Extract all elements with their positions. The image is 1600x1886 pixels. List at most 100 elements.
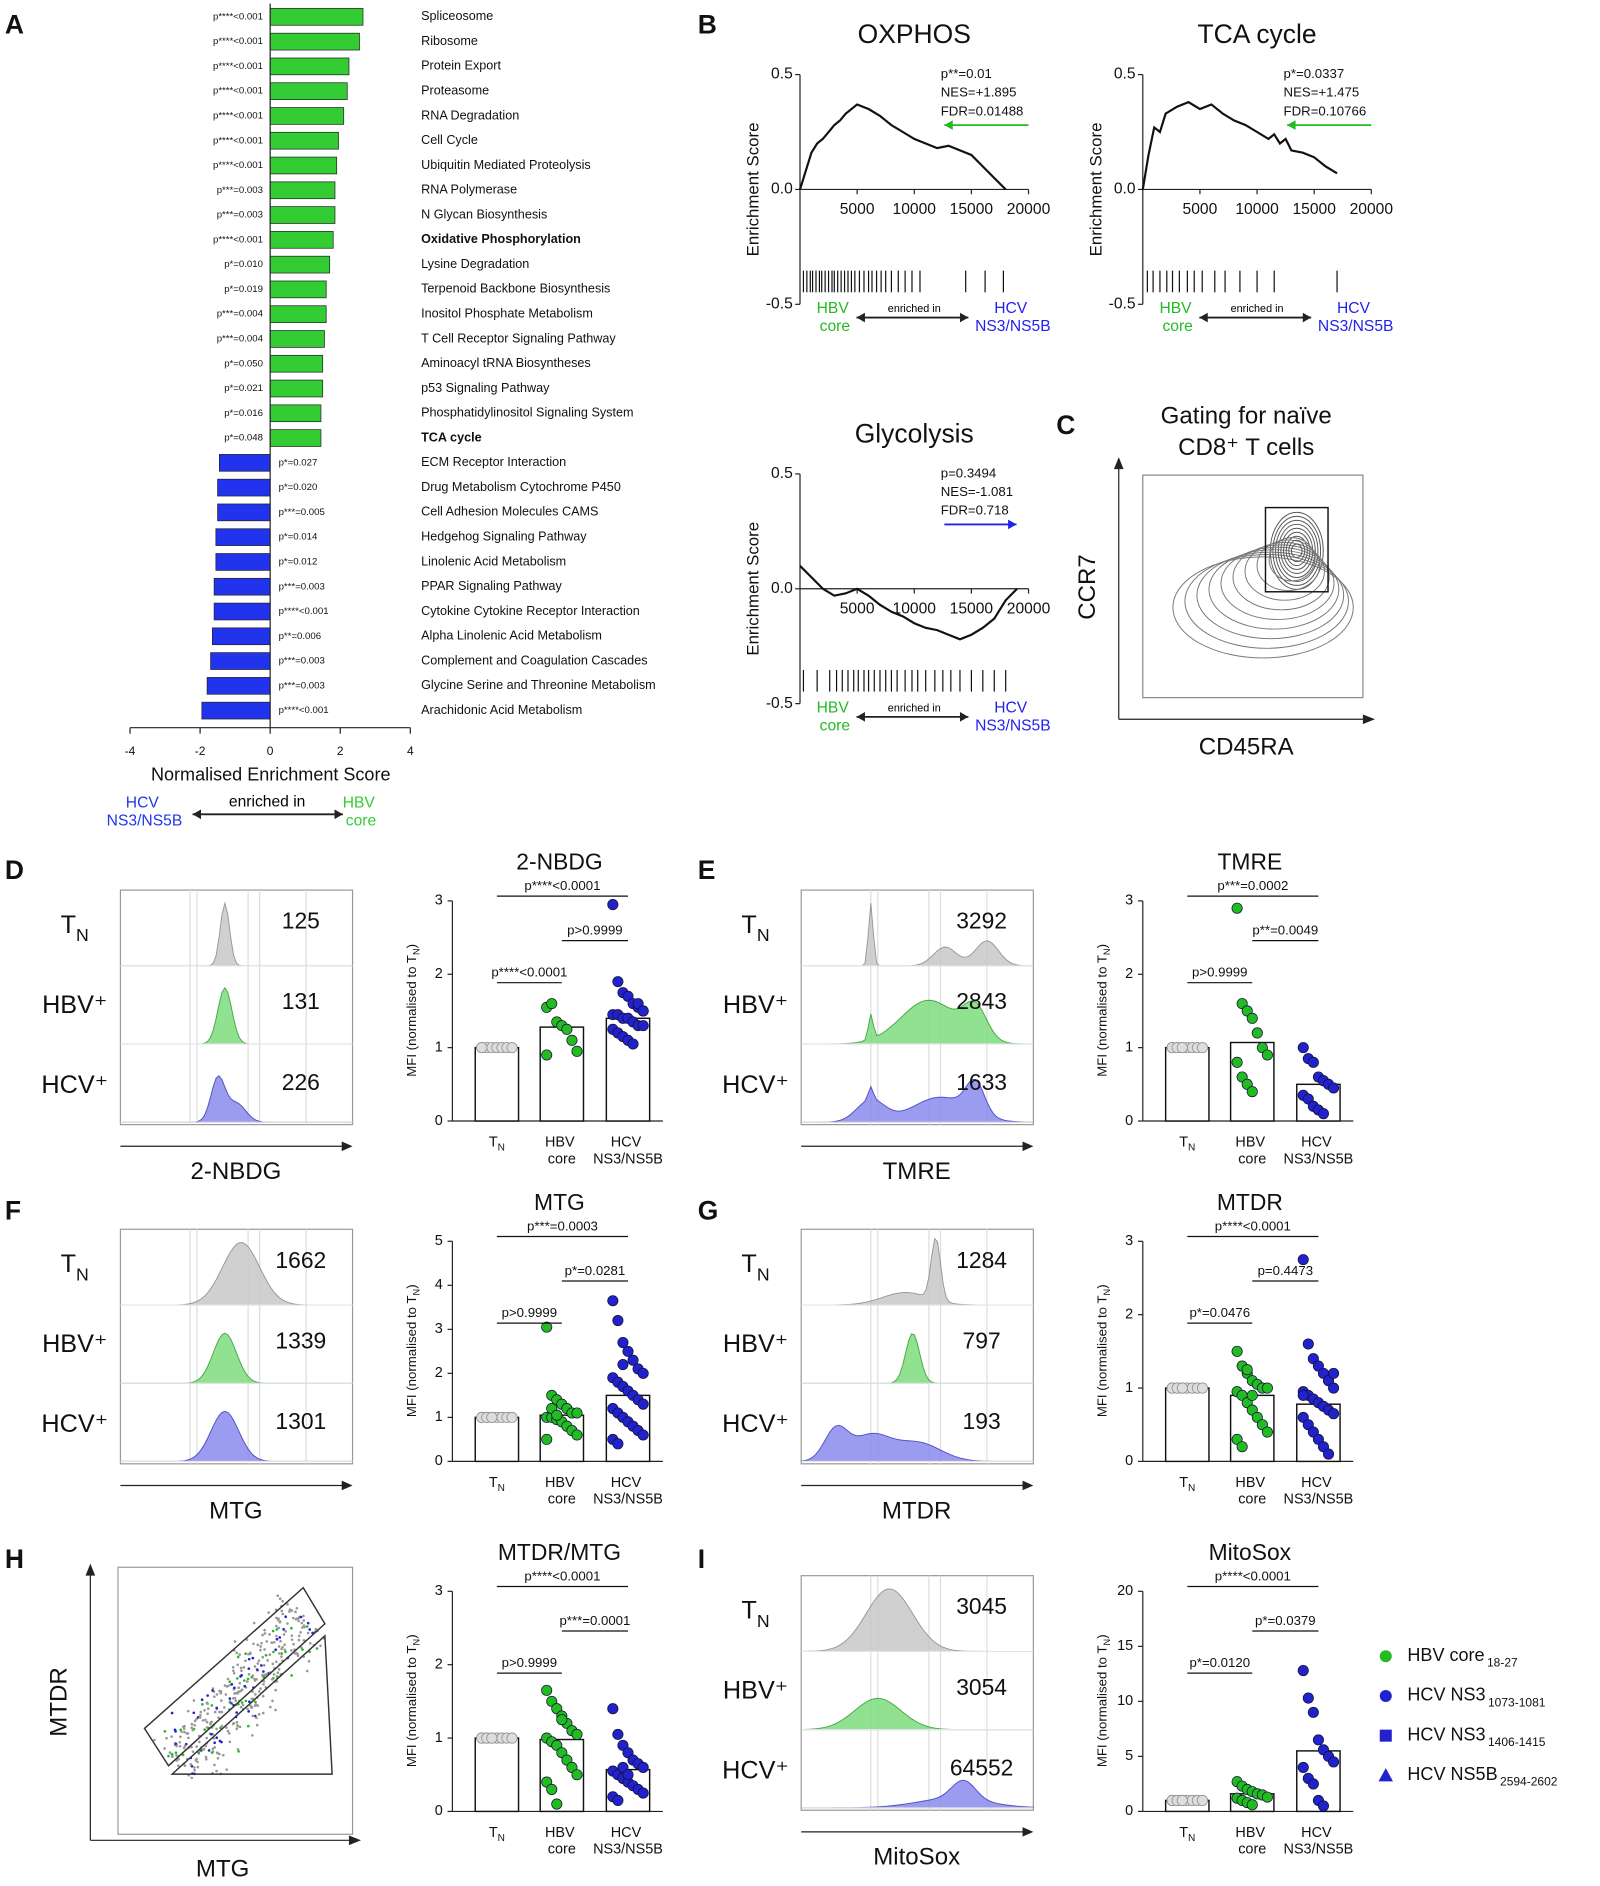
contour [1275, 519, 1319, 582]
arrow-head [856, 712, 865, 722]
mfi-label: 1301 [275, 1408, 326, 1434]
p-label: p***=0.004 [217, 333, 264, 344]
event-dot [245, 1680, 249, 1683]
event-dot [246, 1707, 249, 1711]
x-tick-label: 15000 [950, 600, 994, 617]
event-dot [178, 1740, 182, 1744]
direction-label: HBV core [1159, 300, 1195, 335]
comparison-label: p=0.4473 [1258, 1263, 1314, 1278]
x-tick-label: TN [489, 1475, 505, 1494]
event-dot [277, 1667, 281, 1671]
mfi-label: 3054 [956, 1674, 1007, 1700]
event-dot [236, 1748, 240, 1751]
event-dot [277, 1626, 281, 1630]
event-dot [167, 1754, 170, 1758]
comparison-label: p>0.9999 [502, 1305, 558, 1320]
legend-marker [1379, 1729, 1392, 1742]
event-dot [220, 1740, 223, 1744]
category-label: N Glycan Biosynthesis [421, 207, 547, 221]
event-dot [183, 1730, 186, 1734]
event-dot [220, 1710, 224, 1714]
y-axis-label: MFI (normalised to TN) [404, 1284, 422, 1417]
event-dot [306, 1621, 310, 1625]
x-tick-label: HCV NS3/NS5B [593, 1825, 663, 1858]
event-dot [243, 1684, 247, 1688]
bar [201, 701, 271, 720]
event-dot [201, 1719, 205, 1722]
event-dot [163, 1747, 166, 1750]
event-dot [186, 1732, 190, 1735]
event-dot [215, 1706, 218, 1710]
arrow-head [959, 712, 969, 722]
event-dot [271, 1699, 274, 1703]
mfi-label: 3045 [956, 1593, 1007, 1619]
event-dot [247, 1710, 250, 1713]
event-dot [177, 1764, 180, 1768]
data-point [546, 1783, 558, 1795]
event-dot [170, 1735, 173, 1738]
row-label: HBV⁺ [42, 1330, 107, 1358]
event-dot [230, 1682, 234, 1686]
event-dot [274, 1688, 277, 1692]
event-dot [251, 1734, 254, 1737]
event-dot [179, 1735, 182, 1739]
y-tick-label: 0 [1125, 1453, 1133, 1469]
event-dot [248, 1700, 251, 1704]
stat-label: FDR=0.718 [941, 503, 1009, 518]
bar [269, 8, 364, 26]
bar [206, 677, 271, 695]
event-dot [233, 1640, 237, 1643]
row-label: HBV⁺ [723, 1676, 788, 1704]
event-dot [280, 1655, 283, 1658]
event-dot [274, 1648, 278, 1652]
y-tick-label: -0.5 [766, 695, 793, 712]
x-axis-label: MTDR [882, 1497, 951, 1524]
y-tick-label: 0.5 [771, 465, 793, 482]
x-tick-label: -2 [195, 744, 206, 758]
event-dot [255, 1723, 259, 1727]
event-dot [232, 1671, 236, 1675]
data-point [1236, 1441, 1248, 1453]
x-tick-label: 10000 [893, 201, 937, 218]
plot-frame [119, 1228, 354, 1465]
row-label: HCV⁺ [41, 1071, 108, 1099]
contour [1232, 544, 1330, 611]
data-point [1328, 1367, 1340, 1379]
histogram-curve [800, 1697, 1034, 1731]
legend-marker [1379, 1689, 1392, 1702]
event-dot [198, 1716, 202, 1719]
event-dot [237, 1686, 240, 1690]
row-label: HBV⁺ [723, 991, 788, 1019]
data-point [1307, 1056, 1319, 1068]
x-tick-label: 20000 [1007, 600, 1051, 617]
row-label: TN [741, 1250, 769, 1284]
data-point [1317, 1108, 1329, 1120]
x-tick-label: 20000 [1350, 201, 1394, 218]
mfi-label: 131 [282, 988, 320, 1014]
data-point [637, 1761, 649, 1773]
event-dot [220, 1699, 223, 1702]
event-dot [193, 1723, 196, 1727]
event-dot [270, 1678, 274, 1681]
event-dot [211, 1747, 215, 1751]
event-dot [261, 1633, 264, 1637]
bar [269, 255, 331, 274]
event-dot [202, 1747, 206, 1751]
category-label: Aminoacyl tRNA Biosyntheses [421, 356, 591, 370]
y-tick-label: 2 [435, 1656, 443, 1672]
comparison-label: p*=0.0379 [1255, 1613, 1316, 1628]
event-dot [228, 1680, 232, 1684]
event-dot [170, 1711, 174, 1715]
event-dot [272, 1673, 276, 1676]
p-label: p*=0.012 [279, 556, 318, 567]
event-dot [225, 1726, 228, 1729]
event-dot [292, 1616, 295, 1620]
legend-sub: 2594-2602 [1500, 1775, 1558, 1789]
contour [1268, 537, 1316, 582]
data-point [506, 1042, 518, 1054]
data-point [1302, 1692, 1314, 1704]
event-dot [217, 1716, 220, 1719]
comparison-label: p>0.9999 [502, 1655, 558, 1670]
y-axis-label: Enrichment Score [744, 123, 763, 257]
